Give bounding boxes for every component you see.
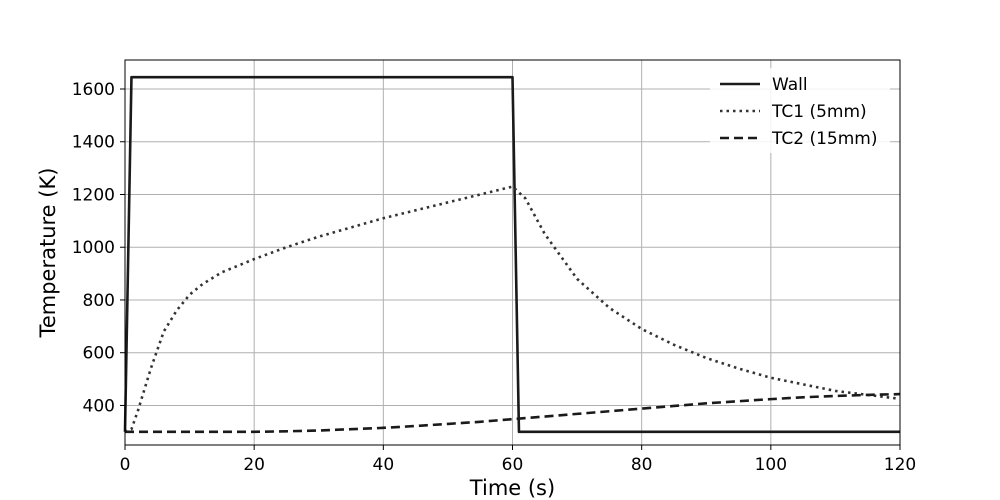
ticks: 0 20 40 60 80 100 120 400 600 800 1000 1200 1400 1600 <box>72 80 916 475</box>
y-tick-label: 1200 <box>72 185 115 205</box>
legend-entry-label: TC1 (5mm) <box>771 102 867 122</box>
legend-entry-label: TC2 (15mm) <box>771 129 878 149</box>
x-tick-label: 0 <box>120 455 131 475</box>
y-tick-label: 600 <box>83 344 115 364</box>
series-line-tc2-15mm <box>125 392 901 434</box>
y-tick-label: 1600 <box>72 80 115 100</box>
x-tick-label: 100 <box>755 455 787 475</box>
series-line-wall <box>123 75 900 434</box>
x-tick-label: 80 <box>631 455 653 475</box>
x-axis-label: Time (s) <box>469 476 555 500</box>
y-axis-label: Temperature (K) <box>36 168 60 339</box>
y-tick-label: 1000 <box>72 238 115 258</box>
y-tick-label: 1400 <box>72 133 115 153</box>
legend: Wall TC1 (5mm) TC2 (15mm) <box>710 68 890 153</box>
x-tick-label: 120 <box>884 455 916 475</box>
legend-entry-label: Wall <box>772 75 808 95</box>
x-tick-label: 40 <box>373 455 395 475</box>
x-tick-label: 60 <box>502 455 524 475</box>
y-tick-label: 400 <box>83 396 115 416</box>
x-tick-label: 20 <box>243 455 265 475</box>
series-line-tc1-5mm <box>124 185 901 434</box>
y-tick-label: 800 <box>83 291 115 311</box>
series-layer <box>123 75 901 434</box>
